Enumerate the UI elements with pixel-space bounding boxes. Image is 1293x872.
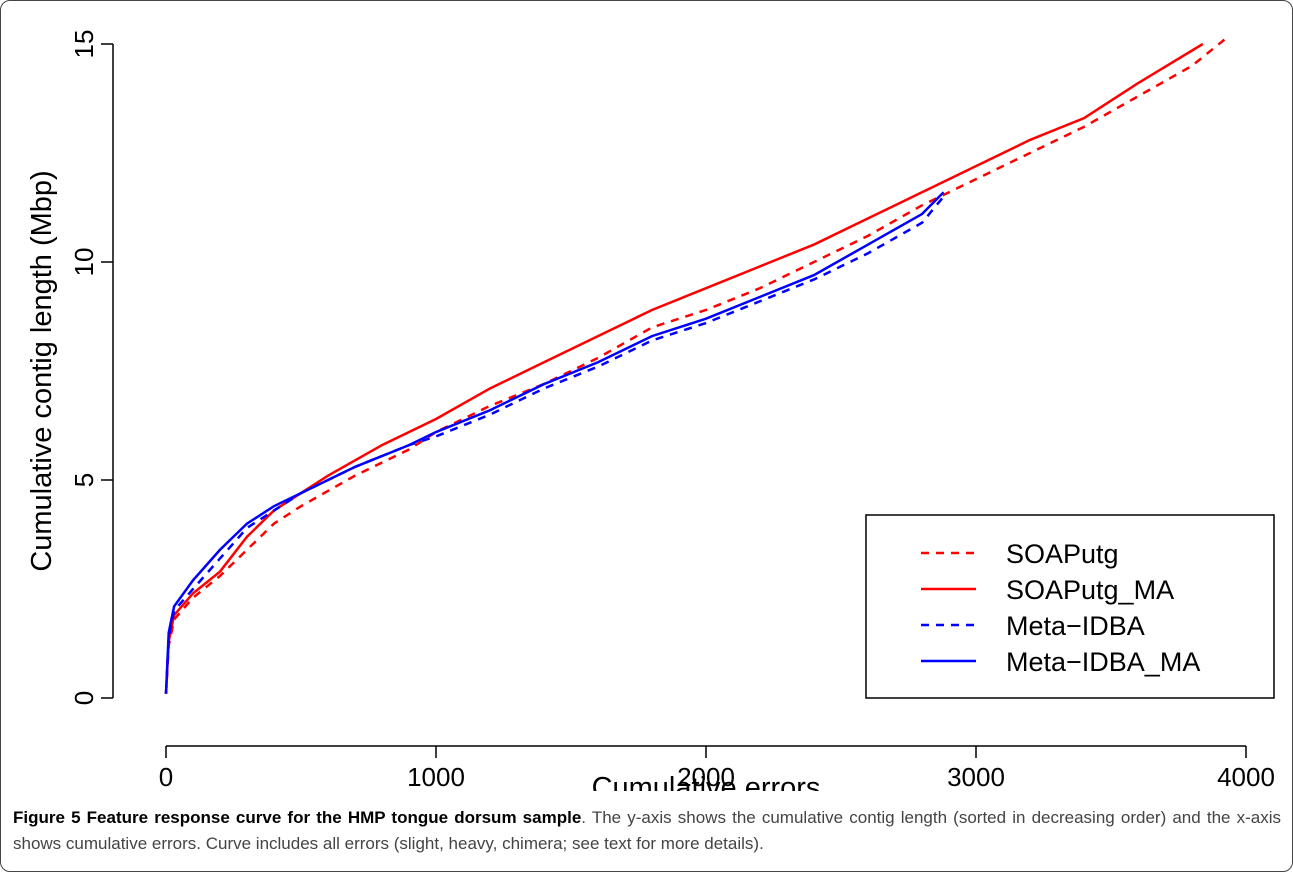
x-tick-label: 2000 [677,762,735,791]
x-tick-label: 0 [159,762,173,791]
line-series [164,191,945,694]
x-axis-title: Cumulative errors [592,772,821,791]
y-tick-label: 10 [69,248,99,277]
legend-label: SOAPutg_MA [1006,575,1174,605]
y-tick-label: 5 [69,473,99,487]
legend-label: Meta−IDBA [1006,611,1145,641]
line-series [164,195,945,694]
caption-title: Figure 5 Feature response curve for the … [13,808,582,827]
caption-text: . The y-axis shows the cumulative contig… [13,808,1282,853]
legend-label: SOAPutg [1006,539,1119,569]
legend-label: Meta−IDBA_MA [1006,647,1200,677]
x-tick-label: 1000 [407,762,465,791]
caption: Figure 5 Feature response curve for the … [13,805,1281,857]
legend-box [865,514,1275,699]
x-tick-label: 3000 [947,762,1005,791]
line-series [164,42,1204,694]
chart: Cumulative errors Cumulative contig leng… [26,30,1275,791]
y-tick-label: 0 [69,691,99,705]
x-tick-label: 4000 [1217,762,1275,791]
y-axis-title: Cumulative contig length (Mbp) [26,170,58,571]
y-tick-label: 15 [69,30,99,59]
